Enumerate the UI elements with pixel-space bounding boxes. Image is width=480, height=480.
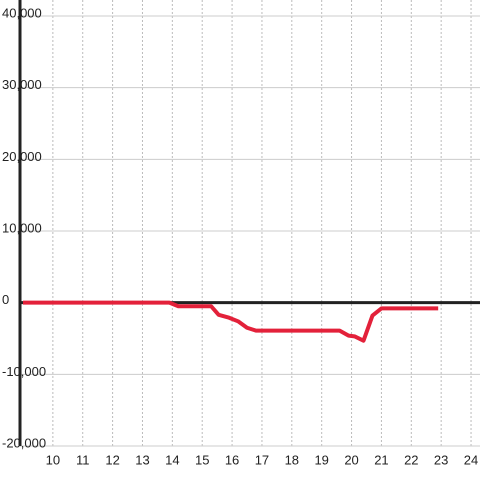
x-tick-label: 21 bbox=[374, 452, 388, 467]
x-tick-label: 14 bbox=[165, 452, 179, 467]
y-tick-label: 20,000 bbox=[2, 149, 42, 164]
y-tick-label: -10,000 bbox=[2, 364, 46, 379]
y-tick-label: 40,000 bbox=[2, 5, 42, 20]
y-tick-label: 0 bbox=[2, 292, 9, 307]
x-tick-label: 24 bbox=[464, 452, 478, 467]
x-tick-label: 10 bbox=[46, 452, 60, 467]
x-tick-label: 12 bbox=[105, 452, 119, 467]
x-tick-label: 16 bbox=[225, 452, 239, 467]
y-tick-label: 10,000 bbox=[2, 220, 42, 235]
x-tick-label: 18 bbox=[285, 452, 299, 467]
line bbox=[22, 300, 439, 343]
x-tick-label: 13 bbox=[135, 452, 149, 467]
x-tick-label: 23 bbox=[434, 452, 448, 467]
x-tick-label: 22 bbox=[404, 452, 418, 467]
y-tick-label: -20,000 bbox=[2, 435, 46, 450]
x-tick-label: 19 bbox=[314, 452, 328, 467]
y-tick-label: 30,000 bbox=[2, 77, 42, 92]
x-tick-label: 11 bbox=[76, 452, 90, 467]
x-tick-label: 15 bbox=[195, 452, 209, 467]
x-tick-label: 17 bbox=[255, 452, 269, 467]
x-tick-label: 20 bbox=[344, 452, 358, 467]
